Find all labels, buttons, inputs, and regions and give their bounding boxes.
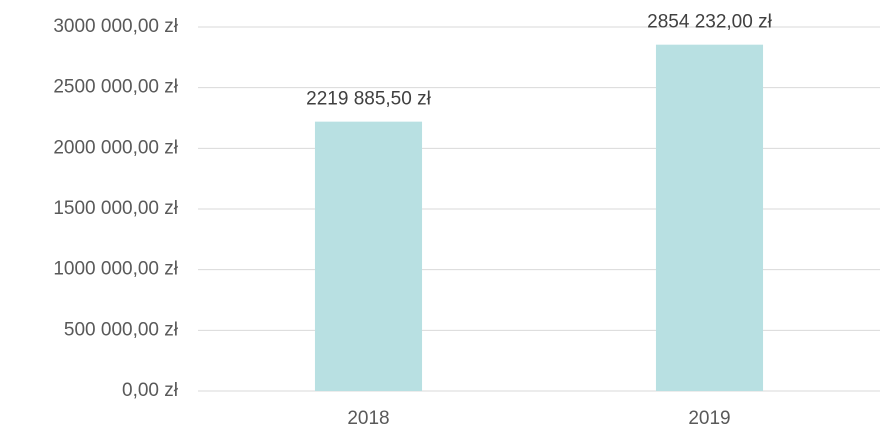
bar [655, 44, 764, 391]
y-tick-label: 3000 000,00 zł [53, 16, 178, 37]
y-tick-label: 1500 000,00 zł [53, 198, 178, 219]
y-tick-label: 0,00 zł [122, 380, 179, 401]
y-tick-label: 500 000,00 zł [64, 319, 179, 340]
x-tick-label: 2018 [347, 408, 389, 429]
bar [314, 121, 423, 391]
x-tick-label: 2019 [688, 408, 730, 429]
value-label: 2219 885,50 zł [306, 89, 431, 110]
y-tick-label: 2500 000,00 zł [53, 77, 178, 98]
y-tick-label: 2000 000,00 zł [53, 137, 178, 158]
value-label: 2854 232,00 zł [647, 12, 772, 33]
y-tick-label: 1000 000,00 zł [53, 259, 178, 280]
